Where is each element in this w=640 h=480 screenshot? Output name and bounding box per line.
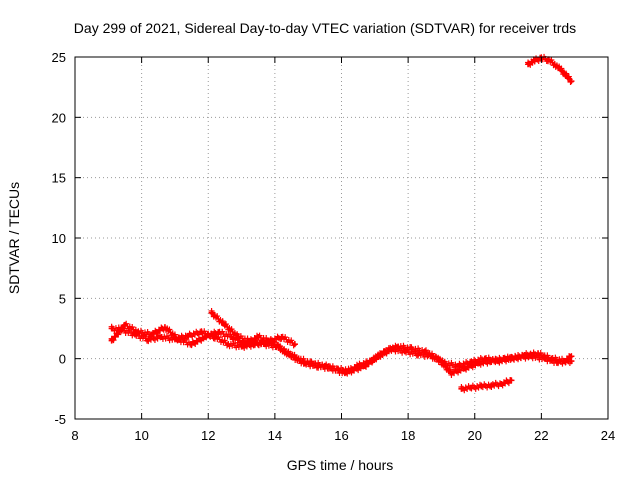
data-point — [161, 324, 168, 331]
data-point — [558, 67, 565, 74]
data-point — [225, 341, 232, 348]
data-point — [255, 333, 262, 340]
grid — [75, 57, 608, 419]
data-point — [498, 381, 505, 388]
data-point — [568, 78, 575, 85]
data-point — [555, 359, 562, 366]
data-point — [478, 383, 485, 390]
data-point — [515, 354, 522, 361]
data-series — [108, 53, 575, 394]
data-point — [408, 346, 415, 353]
data-point — [275, 343, 282, 350]
data-point — [198, 329, 205, 336]
y-tick-label: 5 — [59, 291, 66, 306]
data-point — [261, 341, 268, 348]
series-s4 — [458, 376, 515, 394]
data-point — [528, 353, 535, 360]
y-tick-label: 15 — [52, 171, 66, 186]
data-point — [315, 362, 322, 369]
y-axis-label: SDTVAR / TECUs — [6, 182, 22, 294]
data-point — [158, 333, 165, 340]
data-point — [355, 362, 362, 369]
data-point — [415, 350, 422, 357]
series-s5 — [525, 53, 575, 86]
y-tick-label: 0 — [59, 352, 66, 367]
data-point — [468, 384, 475, 391]
data-point — [461, 365, 468, 372]
data-point — [201, 333, 208, 340]
data-point — [475, 360, 482, 367]
x-tick-label: 16 — [334, 428, 348, 443]
data-point — [341, 370, 348, 377]
data-point — [301, 360, 308, 367]
x-tick-label: 12 — [201, 428, 215, 443]
chart-title: Day 299 of 2021, Sidereal Day-to-day VTE… — [74, 20, 576, 36]
data-point — [551, 61, 558, 68]
series-markers — [458, 376, 515, 394]
data-point — [458, 385, 465, 392]
y-tick-label: -5 — [54, 412, 66, 427]
data-point — [148, 331, 155, 338]
data-point — [135, 329, 142, 336]
data-point — [221, 321, 228, 328]
series-markers — [525, 53, 575, 86]
data-point — [288, 353, 295, 360]
data-point — [508, 377, 515, 384]
y-tick-label: 20 — [52, 110, 66, 125]
series-markers — [208, 308, 575, 378]
data-point — [541, 355, 548, 362]
series-s2 — [108, 320, 575, 376]
series-markers — [108, 320, 575, 376]
data-point — [565, 74, 572, 81]
data-point — [488, 382, 495, 389]
data-point — [235, 333, 242, 340]
data-point — [328, 365, 335, 372]
y-tick-label: 10 — [52, 231, 66, 246]
y-tick-label: 25 — [52, 50, 66, 65]
data-point — [501, 355, 508, 362]
data-point — [568, 358, 575, 365]
x-tick-label: 10 — [134, 428, 148, 443]
axis-ticks: 8 10 12 14 16 18 20 22 24 -5 0 5 10 15 20 25 — [52, 50, 616, 443]
x-tick-label: 8 — [71, 428, 78, 443]
x-tick-label: 22 — [534, 428, 548, 443]
data-point — [455, 362, 462, 369]
data-point — [368, 358, 375, 365]
data-point — [241, 341, 248, 348]
data-point — [488, 358, 495, 365]
data-point — [188, 341, 195, 348]
data-point — [145, 336, 152, 343]
x-tick-label: 24 — [601, 428, 615, 443]
data-point — [278, 333, 285, 340]
data-point — [531, 57, 538, 64]
data-point — [421, 348, 428, 355]
data-point — [448, 370, 455, 377]
data-point — [215, 329, 222, 336]
x-axis-label: GPS time / hours — [287, 457, 394, 473]
data-point — [108, 325, 115, 332]
data-point — [435, 355, 442, 362]
x-tick-label: 20 — [468, 428, 482, 443]
data-point — [121, 321, 128, 328]
data-point — [108, 337, 115, 344]
data-point — [208, 309, 215, 316]
x-tick-label: 18 — [401, 428, 415, 443]
data-point — [175, 336, 182, 343]
data-point — [185, 332, 192, 339]
data-point — [248, 338, 255, 345]
data-point — [381, 348, 388, 355]
data-point — [395, 343, 402, 350]
x-tick-label: 14 — [268, 428, 282, 443]
data-point — [525, 61, 532, 68]
data-point — [291, 341, 298, 348]
series-s3 — [208, 308, 575, 378]
